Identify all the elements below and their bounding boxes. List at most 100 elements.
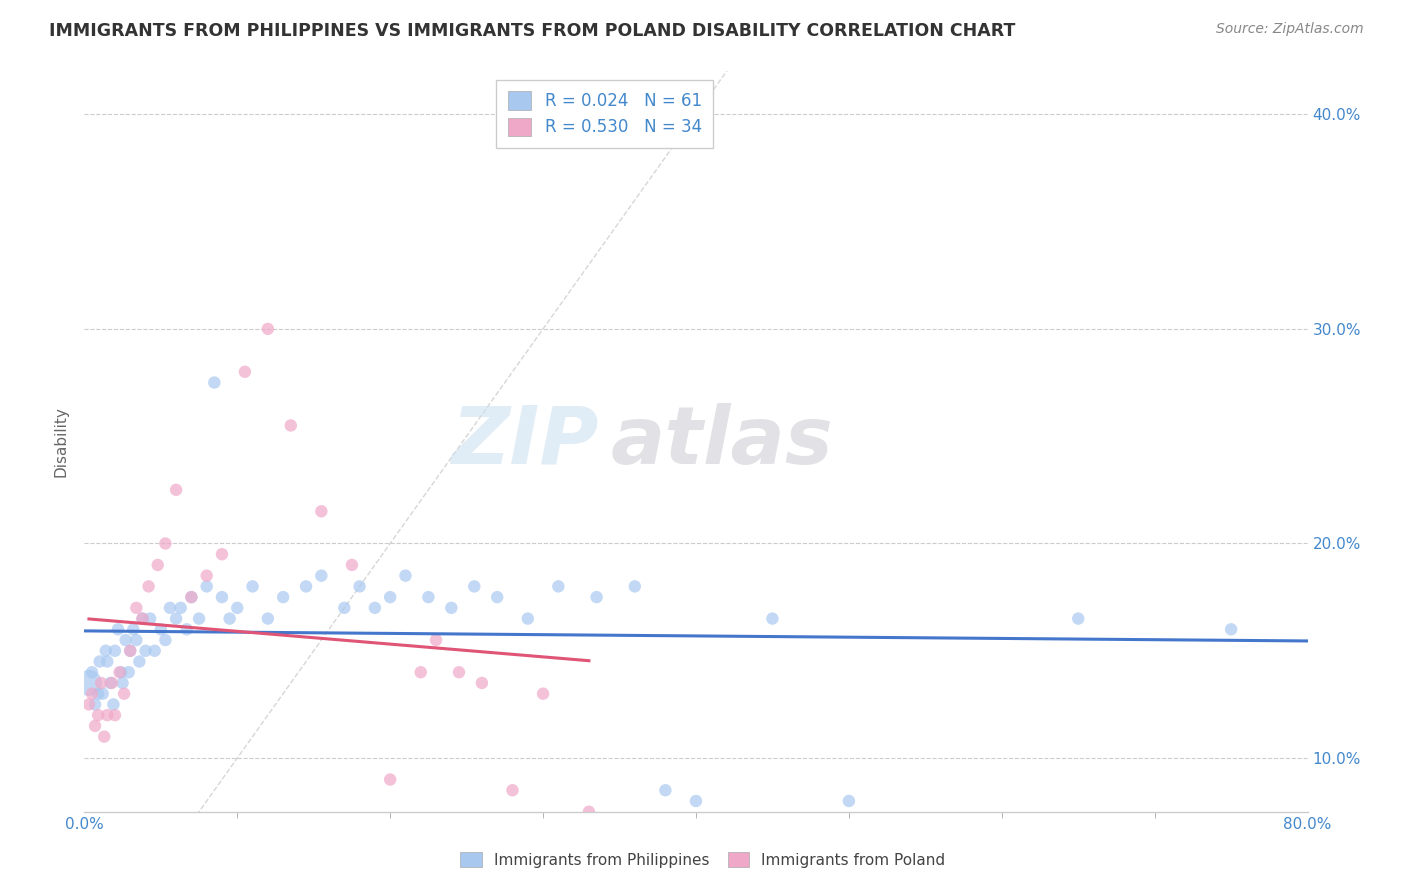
Point [77,676,100,690]
Point [257,611,280,625]
Point [128,655,150,669]
Point [165,483,187,497]
Point [195,579,218,593]
Point [108,665,131,680]
Point [112,687,135,701]
Point [93,730,115,744]
Point [447,665,470,680]
Point [176,623,198,637]
Point [516,611,538,625]
Point [257,322,280,336]
Point [463,579,485,593]
Point [226,600,249,615]
Point [138,579,160,593]
Point [120,644,142,658]
Point [195,568,218,582]
Point [624,579,647,593]
Point [311,504,333,518]
Point [131,611,153,625]
Point [96,708,118,723]
Point [122,623,145,637]
Point [98,676,121,690]
Point [188,611,211,625]
Point [104,708,127,723]
Point [547,579,569,593]
Point [838,794,860,808]
Text: Source: ZipAtlas.com: Source: ZipAtlas.com [1216,22,1364,37]
Point [440,600,463,615]
Legend: Immigrants from Philippines, Immigrants from Poland: Immigrants from Philippines, Immigrants … [453,844,953,875]
Point [202,376,225,390]
Point [1067,611,1090,625]
Point [143,644,166,658]
Point [104,644,127,658]
Point [118,665,141,680]
Point [311,568,333,582]
Y-axis label: Disability: Disability [53,406,69,477]
Point [349,579,371,593]
Point [380,772,402,787]
Point [418,590,440,604]
Point [87,708,110,723]
Point [280,418,302,433]
Point [77,698,100,712]
Point [114,633,136,648]
Point [486,590,509,604]
Point [180,590,202,604]
Point [380,590,402,604]
Point [87,687,110,701]
Point [585,590,607,604]
Legend: R = 0.024   N = 61, R = 0.530   N = 34: R = 0.024 N = 61, R = 0.530 N = 34 [496,79,713,148]
Point [149,623,172,637]
Text: IMMIGRANTS FROM PHILIPPINES VS IMMIGRANTS FROM POLAND DISABILITY CORRELATION CHA: IMMIGRANTS FROM PHILIPPINES VS IMMIGRANT… [49,22,1015,40]
Point [125,633,148,648]
Point [394,568,416,582]
Point [89,655,111,669]
Point [159,600,181,615]
Point [155,633,177,648]
Point [340,558,363,572]
Point [91,687,114,701]
Point [146,558,169,572]
Point [170,600,193,615]
Point [135,644,157,658]
Point [409,665,432,680]
Point [654,783,676,797]
Point [110,665,132,680]
Point [1220,623,1243,637]
Point [90,676,112,690]
Point [103,698,125,712]
Text: ZIP: ZIP [451,402,598,481]
Point [131,611,153,625]
Point [94,644,117,658]
Point [578,805,600,819]
Point [425,633,447,648]
Point [107,623,129,637]
Point [271,590,294,604]
Point [531,687,554,701]
Point [364,600,387,615]
Point [84,719,107,733]
Point [502,783,524,797]
Point [84,698,107,712]
Point [233,365,256,379]
Text: atlas: atlas [610,402,834,481]
Point [101,676,124,690]
Point [120,644,142,658]
Point [139,611,162,625]
Point [80,687,103,701]
Point [295,579,318,593]
Point [761,611,783,625]
Point [96,655,118,669]
Point [211,590,233,604]
Point [111,676,134,690]
Point [685,794,707,808]
Point [165,611,187,625]
Point [211,547,233,561]
Point [125,600,148,615]
Point [471,676,494,690]
Point [333,600,356,615]
Point [155,536,177,550]
Point [218,611,240,625]
Point [180,590,202,604]
